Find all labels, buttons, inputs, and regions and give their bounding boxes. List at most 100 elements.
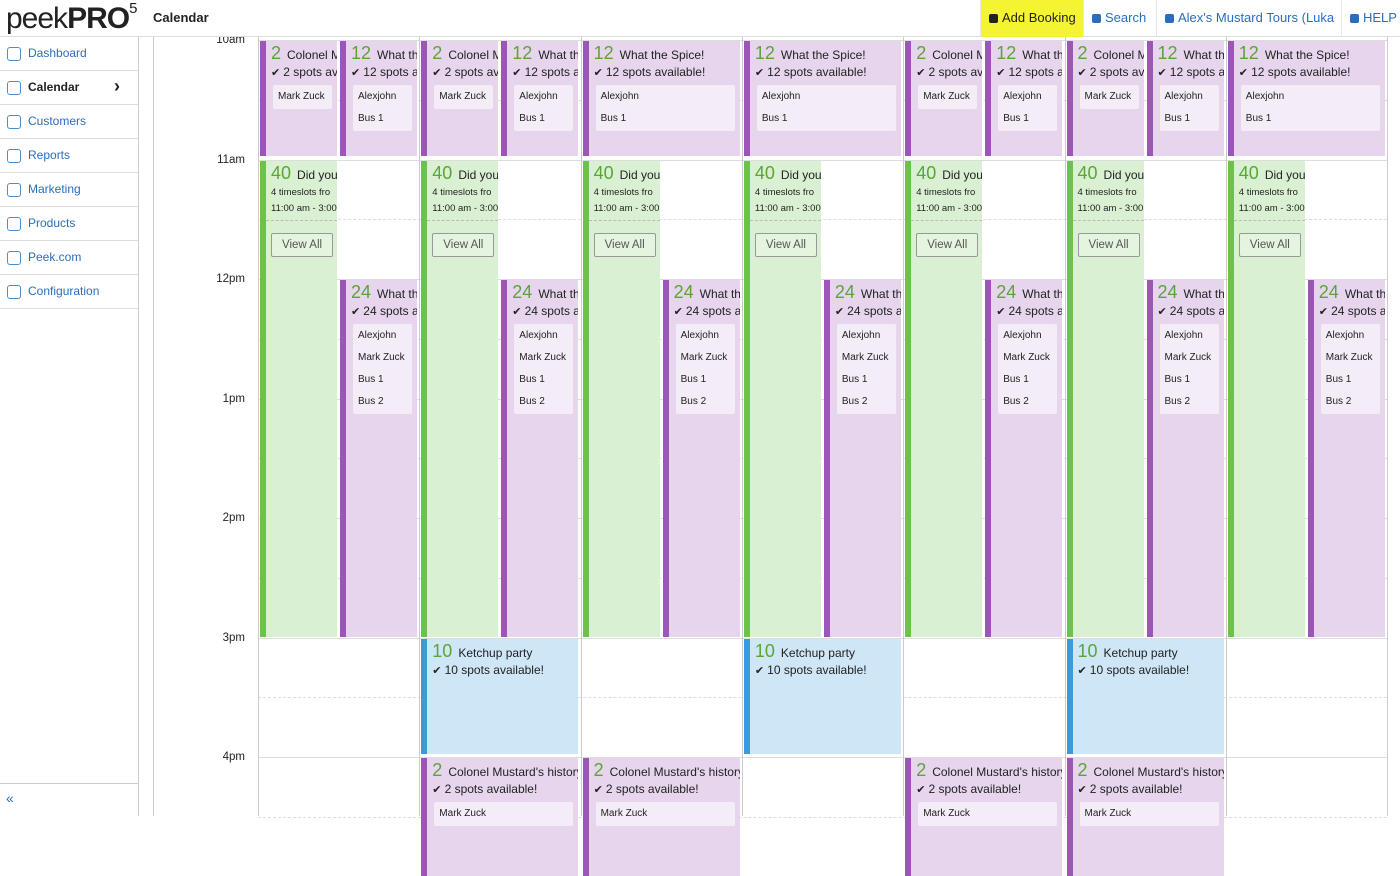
event-title: Colonel Mustard's history	[1093, 765, 1224, 779]
event[interactable]: 24 What the Spice! 24 spots available! Alex…	[823, 280, 901, 637]
event[interactable]: 12 What the Spice! 12 spots available! Alex…	[501, 41, 579, 157]
event[interactable]: 24 What the Spice! 24 spots available! Alex…	[662, 280, 740, 637]
event[interactable]: 2 Colonel Mustard's history 2 spots availa…	[905, 41, 983, 157]
guest: Bus 2	[519, 396, 545, 407]
event-title: What the Spice!	[538, 48, 578, 62]
nav-item[interactable]: Products	[0, 207, 138, 241]
event-count: 24	[1318, 282, 1339, 302]
event-title: What the Spice!	[377, 48, 417, 62]
guest-box: Mark Zuck	[1079, 85, 1139, 109]
hour-line	[258, 757, 1388, 758]
event-header: 2 Colonel Mustard's history	[432, 43, 498, 64]
event[interactable]: 12 What the Spice! 12 spots available! Alex…	[743, 41, 901, 157]
event-count: 2	[916, 760, 927, 780]
event[interactable]: 10 Ketchup party 10 spots available!	[743, 638, 901, 754]
time-label: 1pm	[222, 392, 245, 405]
event[interactable]: 40 Did you 4 timeslots fro 11:00 am - 3:00 V…	[905, 160, 983, 637]
day-divider	[1064, 37, 1066, 816]
event-info: 11:00 am - 3:00	[593, 202, 660, 214]
event-title: Colonel Mustard's history	[1093, 48, 1144, 62]
hour-line	[258, 398, 1388, 400]
guest: Mark Zuck	[519, 352, 566, 363]
help-button[interactable]: HELP	[1341, 0, 1400, 37]
event[interactable]: 40 Did you 4 timeslots fro 11:00 am - 3:00 V…	[582, 160, 660, 637]
event-title: Did you	[1264, 167, 1305, 182]
event[interactable]: 2 Colonel Mustard's history 2 spots availa…	[421, 41, 499, 157]
event[interactable]: 40 Did you 4 timeslots fro 11:00 am - 3:00 V…	[1227, 160, 1305, 637]
account-button[interactable]: Alex's Mustard Tours (Luka	[1156, 0, 1341, 37]
guest: Mark Zuck	[1084, 808, 1132, 819]
event[interactable]: 2 Colonel Mustard's history 2 spots availa…	[1066, 41, 1144, 157]
event[interactable]: 12 What the Spice! 12 spots available! Alex…	[582, 41, 740, 157]
event[interactable]: 12 What the Spice! 12 spots available! Alex…	[1146, 41, 1224, 157]
event[interactable]: 40 Did you 4 timeslots fro 11:00 am - 3:00 V…	[421, 160, 499, 637]
event[interactable]: 24 What the Spice! 24 spots available! Alex…	[501, 280, 579, 637]
view-all-button[interactable]: View All	[916, 232, 979, 257]
view-all-button[interactable]: View All	[754, 232, 817, 257]
event[interactable]: 10 Ketchup party 10 spots available!	[1066, 638, 1224, 754]
view-all-button[interactable]: View All	[593, 232, 656, 257]
guest: Alexjohn	[1164, 91, 1203, 102]
event[interactable]: 10 Ketchup party 10 spots available!	[421, 638, 579, 754]
nav-item[interactable]: Calendar	[0, 70, 138, 105]
event[interactable]: 2 Colonel Mustard's history 2 spots availa…	[260, 41, 337, 157]
event[interactable]: 2 Colonel Mustard's history 2 spots availa…	[905, 758, 1063, 876]
event-count: 40	[432, 162, 453, 183]
event-title: Did you	[297, 167, 337, 182]
logo[interactable]: peekPRO5	[6, 0, 137, 36]
event[interactable]: 40 Did you 4 timeslots fro 11:00 am - 3:00 V…	[743, 160, 821, 637]
view-all-button[interactable]: View All	[432, 232, 495, 257]
event-count: 2	[916, 43, 927, 63]
nav-item[interactable]: Peek.com	[0, 241, 138, 275]
body: peekPRO5 Calendar Add Booking Search Ale…	[0, 0, 1400, 816]
event[interactable]: 24 What the Spice! 24 spots available! Alex…	[340, 280, 417, 637]
event[interactable]: 24 What the Spice! 24 spots available! Alex…	[985, 280, 1063, 637]
event[interactable]: 2 Colonel Mustard's history 2 spots availa…	[582, 758, 740, 876]
event-title: Ketchup party	[458, 645, 533, 660]
guest-box: Alexjohn Mark Zuck Bus 1 Bus 2	[836, 324, 896, 414]
event-count: 24	[996, 282, 1017, 302]
add-booking-button[interactable]: Add Booking	[980, 0, 1083, 37]
guest: Bus 1	[1325, 374, 1352, 385]
guest: Bus 1	[680, 374, 707, 385]
event[interactable]: 12 What the Spice! 12 spots available! Alex…	[985, 41, 1063, 157]
event[interactable]: 24 What the Spice! 24 spots available! Alex…	[1307, 280, 1385, 637]
event-title: Colonel Mustard's history	[932, 765, 1063, 779]
guest-box: Mark Zuck	[434, 85, 494, 109]
event[interactable]: 12 What the Spice! 12 spots available! Alex…	[1227, 41, 1385, 157]
nav-item[interactable]: Customers	[0, 105, 138, 139]
hour-line	[258, 159, 1388, 161]
day-divider	[258, 37, 259, 816]
event-header: 2 Colonel Mustard's history	[1078, 760, 1224, 781]
view-all-button[interactable]: View All	[1238, 232, 1301, 257]
event[interactable]: 2 Colonel Mustard's history 2 spots availa…	[421, 758, 579, 876]
search-button[interactable]: Search	[1083, 0, 1156, 37]
nav-item[interactable]: Reports	[0, 139, 138, 173]
event[interactable]: 40 Did you 4 timeslots fro 11:00 am - 3:00 V…	[1066, 160, 1144, 637]
event-header: 24 What the Spice!	[996, 282, 1062, 303]
guest: Mark Zuck	[1164, 352, 1212, 363]
event[interactable]: 12 What the Spice! 12 spots available! Alex…	[340, 41, 417, 157]
event-info: 11:00 am - 3:00	[1077, 202, 1144, 214]
nav-item[interactable]: Configuration	[0, 275, 138, 309]
event-spots: 24 spots available!	[351, 304, 417, 318]
guest: Bus 1	[1003, 113, 1029, 124]
event[interactable]: 2 Colonel Mustard's history 2 spots availa…	[1066, 758, 1224, 876]
view-all-button[interactable]: View All	[271, 232, 334, 257]
nav-item[interactable]: Dashboard	[0, 37, 138, 71]
event-count: 10	[1077, 640, 1098, 661]
divider	[749, 219, 821, 221]
nav-item[interactable]: Marketing	[0, 173, 138, 207]
guest: Mark Zuck	[1003, 352, 1050, 363]
guest: Alexjohn	[358, 91, 397, 102]
collapse-button[interactable]: «	[0, 783, 138, 812]
event-count: 24	[351, 282, 372, 302]
event[interactable]: 24 What the Spice! 24 spots available! Alex…	[1146, 280, 1224, 637]
half-hour-line	[258, 458, 1388, 460]
guest-box: Alexjohn Bus 1	[353, 85, 412, 131]
event-count: 2	[1077, 760, 1088, 780]
view-all-button[interactable]: View All	[1077, 232, 1140, 257]
guest: Alexjohn	[761, 91, 801, 102]
divider	[911, 219, 983, 221]
event[interactable]: 40 Did you 4 timeslots fro 11:00 am - 3:00 V…	[260, 160, 337, 637]
